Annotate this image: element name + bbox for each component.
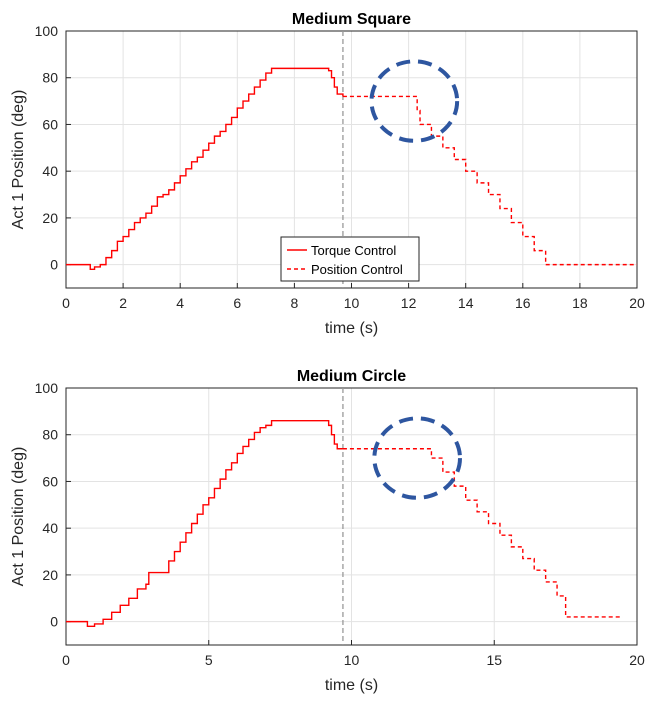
y-tick-label: 60 [42,473,58,489]
x-tick-label: 15 [486,652,502,668]
y-tick-label: 80 [42,70,58,86]
x-tick-label: 0 [62,652,70,668]
y-tick-label: 40 [42,520,58,536]
series-line-torque-control [66,420,343,628]
y-tick-label: 0 [50,257,58,273]
chart-2: 0 5 10 15 20 0 20 40 60 80 100 Medium Circle time (s… [10,368,645,694]
x-tick-label: 0 [62,295,70,311]
chart-title: Medium Square [292,11,411,28]
y-tick-label: 20 [42,210,58,226]
y-axis-title: Act 1 Position (deg) [10,90,27,230]
x-tick-label: 12 [401,295,417,311]
y-tick-label: 20 [42,567,58,583]
series-line-position-control [342,95,637,266]
y-tick-label: 80 [42,427,58,443]
x-tick-label: 20 [629,295,645,311]
series-line-position-control [342,448,623,618]
chart-title: Medium Circle [297,368,406,385]
x-tick-label: 10 [344,295,360,311]
y-tick-label: 100 [35,23,59,39]
legend-label: Position Control [311,262,403,277]
y-tick-label: 40 [42,163,58,179]
x-tick-label: 20 [629,652,645,668]
chart-1: 0 2 4 6 8 10 12 14 16 18 20 0 20 40 60 80 100 Medium Squa… [10,11,645,337]
legend-label: Torque Control [311,243,396,258]
x-tick-label: 14 [458,295,474,311]
x-tick-label: 8 [291,295,299,311]
x-tick-label: 6 [233,295,241,311]
y-axis-title: Act 1 Position (deg) [10,447,27,587]
x-tick-label: 10 [344,652,360,668]
x-tick-label: 18 [572,295,588,311]
y-tick-label: 0 [50,614,58,630]
series-line-torque-control [66,67,344,271]
x-axis-title: time (s) [325,677,378,694]
y-tick-label: 100 [35,380,59,396]
x-axis-title: time (s) [325,320,378,337]
y-tick-label: 60 [42,116,58,132]
x-tick-label: 5 [205,652,213,668]
legend-box [280,236,420,282]
legend: Torque Control Position Control [280,236,420,282]
annotation-circle [372,416,462,500]
x-tick-label: 4 [176,295,184,311]
x-tick-label: 2 [119,295,127,311]
x-tick-label: 16 [515,295,531,311]
